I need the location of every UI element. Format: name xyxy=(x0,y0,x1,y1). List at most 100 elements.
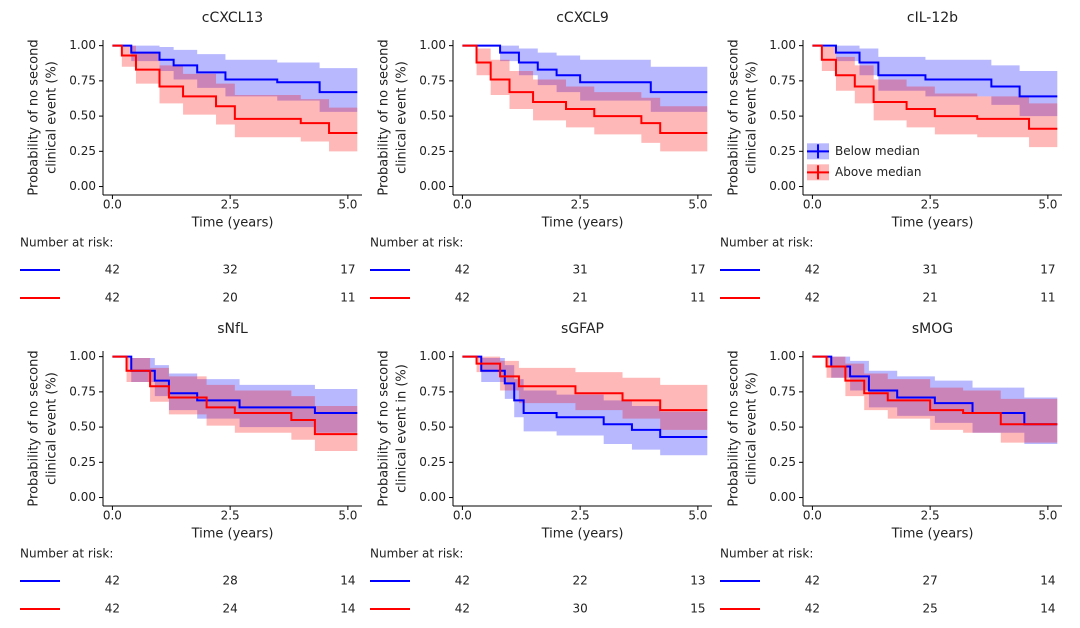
x-axis-label: Time (years) xyxy=(891,216,974,231)
y-axis-label: Probability of no second xyxy=(27,39,42,195)
at-risk-count: 27 xyxy=(923,574,938,588)
x-axis-label: Time (years) xyxy=(541,216,624,231)
at-risk-count: 31 xyxy=(573,263,588,277)
panel-title: sGFAP xyxy=(561,321,604,337)
y-tick-label: 0.25 xyxy=(69,144,96,158)
x-tick-label: 2.5 xyxy=(921,198,940,212)
at-risk-count: 14 xyxy=(1040,574,1055,588)
at-risk-count: 14 xyxy=(340,574,355,588)
survival-curve xyxy=(462,355,708,412)
x-axis-label: Time (years) xyxy=(541,527,624,542)
y-tick-label: 0.50 xyxy=(69,109,96,123)
confidence-band xyxy=(112,45,358,152)
y-tick-label: 0.50 xyxy=(69,420,96,434)
legend-label: Below median xyxy=(835,144,920,158)
x-tick-label: 5.0 xyxy=(338,509,357,523)
y-axis-label: clinical event (%) xyxy=(395,61,410,174)
x-tick-label: 0.0 xyxy=(453,198,472,212)
at-risk-count: 21 xyxy=(573,291,588,305)
at-risk-count: 22 xyxy=(573,574,588,588)
y-axis-label: clinical event (%) xyxy=(745,61,760,174)
x-tick-label: 2.5 xyxy=(921,509,940,523)
y-tick-label: 0.75 xyxy=(69,384,96,398)
confidence-band xyxy=(112,356,358,452)
y-axis-label: Probability of no second xyxy=(727,350,742,506)
at-risk-count: 13 xyxy=(690,574,705,588)
risk-table-title: Number at risk: xyxy=(370,547,463,561)
at-risk-count: 14 xyxy=(340,602,355,616)
risk-table-title: Number at risk: xyxy=(720,547,813,561)
x-tick-label: 2.5 xyxy=(221,198,240,212)
at-risk-count: 42 xyxy=(805,291,820,305)
survival-curve xyxy=(462,44,708,94)
y-tick-label: 0.25 xyxy=(769,455,796,469)
y-tick-label: 0.25 xyxy=(769,144,796,158)
x-tick-label: 0.0 xyxy=(803,509,822,523)
at-risk-count: 42 xyxy=(455,291,470,305)
y-tick-label: 0.00 xyxy=(769,179,796,193)
y-tick-label: 0.00 xyxy=(769,490,796,504)
x-tick-label: 5.0 xyxy=(1038,198,1057,212)
survival-curve xyxy=(812,44,1058,130)
y-axis-label: clinical event in (%) xyxy=(395,364,410,493)
y-tick-label: 0.00 xyxy=(419,179,446,193)
y-axis-label: Probability of no second xyxy=(27,350,42,506)
y-tick-label: 0.25 xyxy=(419,455,446,469)
panel-title: cCXCL13 xyxy=(202,10,263,26)
at-risk-count: 42 xyxy=(455,602,470,616)
y-tick-label: 1.00 xyxy=(769,38,796,52)
y-axis-label: Probability of no second xyxy=(377,39,392,195)
y-axis-label: clinical event (%) xyxy=(745,372,760,485)
panel-title: sNfL xyxy=(217,321,248,337)
x-axis-label: Time (years) xyxy=(191,527,274,542)
y-tick-label: 0.50 xyxy=(419,109,446,123)
x-tick-label: 5.0 xyxy=(688,509,707,523)
y-tick-label: 0.50 xyxy=(419,420,446,434)
at-risk-count: 21 xyxy=(923,291,938,305)
x-axis-label: Time (years) xyxy=(891,527,974,542)
y-tick-label: 0.25 xyxy=(69,455,96,469)
confidence-band xyxy=(462,45,708,152)
y-tick-label: 0.50 xyxy=(769,109,796,123)
y-tick-label: 1.00 xyxy=(69,38,96,52)
at-risk-count: 11 xyxy=(340,291,355,305)
x-tick-label: 0.0 xyxy=(103,198,122,212)
at-risk-count: 11 xyxy=(1040,291,1055,305)
legend-label: Above median xyxy=(835,165,921,179)
at-risk-count: 17 xyxy=(690,263,705,277)
risk-table-title: Number at risk: xyxy=(20,547,113,561)
x-tick-label: 5.0 xyxy=(688,198,707,212)
at-risk-count: 24 xyxy=(223,602,238,616)
at-risk-count: 42 xyxy=(805,574,820,588)
x-tick-label: 5.0 xyxy=(338,198,357,212)
x-tick-label: 0.0 xyxy=(803,198,822,212)
y-axis-label: Probability of no second xyxy=(377,350,392,506)
survival-curve xyxy=(812,355,1058,426)
at-risk-count: 20 xyxy=(223,291,238,305)
y-tick-label: 0.75 xyxy=(419,384,446,398)
survival-curve xyxy=(112,44,358,134)
y-tick-label: 1.00 xyxy=(419,38,446,52)
at-risk-count: 42 xyxy=(105,574,120,588)
at-risk-count: 15 xyxy=(690,602,705,616)
y-tick-label: 0.75 xyxy=(769,73,796,87)
y-axis-label: clinical event (%) xyxy=(45,372,60,485)
at-risk-count: 42 xyxy=(105,291,120,305)
y-tick-label: 0.00 xyxy=(69,179,96,193)
at-risk-count: 42 xyxy=(455,263,470,277)
at-risk-count: 42 xyxy=(805,263,820,277)
at-risk-count: 42 xyxy=(105,602,120,616)
panel-title: cCXCL9 xyxy=(556,10,609,26)
risk-table-title: Number at risk: xyxy=(20,236,113,250)
y-tick-label: 0.75 xyxy=(769,384,796,398)
survival-curve xyxy=(812,44,1058,98)
y-tick-label: 1.00 xyxy=(769,349,796,363)
x-axis-label: Time (years) xyxy=(191,216,274,231)
at-risk-count: 42 xyxy=(805,602,820,616)
x-tick-label: 0.0 xyxy=(453,509,472,523)
risk-table-title: Number at risk: xyxy=(370,236,463,250)
y-tick-label: 0.00 xyxy=(419,490,446,504)
x-tick-label: 5.0 xyxy=(1038,509,1057,523)
x-tick-label: 2.5 xyxy=(571,198,590,212)
